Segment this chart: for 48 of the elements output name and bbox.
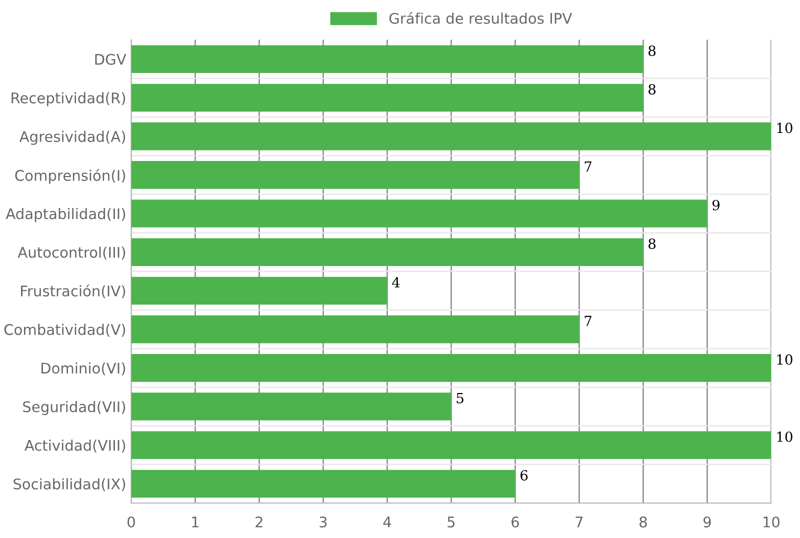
data-label: 10 <box>777 431 792 442</box>
data-label: 9 <box>712 200 720 210</box>
bar <box>131 238 644 266</box>
y-tick-label: Combatividad(V) <box>4 324 126 337</box>
data-label: 7 <box>584 316 592 326</box>
y-tick-label: Actividad(VIII) <box>24 440 126 453</box>
x-tick-label: 3 <box>320 516 327 528</box>
bar <box>131 45 644 74</box>
bar <box>131 84 644 112</box>
bar <box>131 470 516 498</box>
bar <box>131 354 772 382</box>
y-tick-label: DGV <box>95 54 126 65</box>
data-label: 7 <box>584 161 592 172</box>
x-tick-label: 7 <box>576 516 583 528</box>
legend-label: Gráfica de resultados IPV <box>389 12 572 24</box>
x-tick-label: 8 <box>640 516 647 528</box>
bar <box>131 122 772 150</box>
y-tick-label: Comprensión(I) <box>15 169 126 184</box>
data-label: 8 <box>648 238 656 249</box>
x-tick-label: 5 <box>448 516 455 528</box>
data-label: 8 <box>648 45 656 56</box>
x-tick-label: 9 <box>703 516 711 528</box>
y-tick-label: Sociabilidad(IX) <box>14 478 126 492</box>
y-tick-label: Frustración(IV) <box>21 284 126 298</box>
bar <box>131 431 772 460</box>
data-label: 5 <box>456 393 464 404</box>
y-tick-label: Adaptabilidad(II) <box>6 208 126 222</box>
x-tick-label: 2 <box>256 516 262 528</box>
bar <box>131 392 452 420</box>
y-tick-label: Agresividad(A) <box>19 130 126 145</box>
y-tick-label: Dominio(VI) <box>41 362 126 376</box>
data-label: 8 <box>648 84 656 95</box>
data-label: 6 <box>520 470 528 481</box>
bar <box>131 161 580 189</box>
x-tick-label: 4 <box>383 516 392 528</box>
bar <box>131 200 708 228</box>
x-tick-label: 0 <box>128 516 135 528</box>
bar <box>131 315 580 344</box>
bar <box>131 276 388 305</box>
x-tick-label: 1 <box>192 516 198 528</box>
x-tick-label: 10 <box>764 516 780 528</box>
data-label: 10 <box>777 354 792 365</box>
y-tick-label: Autocontrol(III) <box>18 246 126 260</box>
data-label: 10 <box>777 122 792 134</box>
x-tick-label: 6 <box>512 516 519 528</box>
y-tick-label: Seguridad(VII) <box>23 400 126 416</box>
data-label: 4 <box>392 277 400 288</box>
y-tick-label: Receptividad(R) <box>12 92 126 106</box>
